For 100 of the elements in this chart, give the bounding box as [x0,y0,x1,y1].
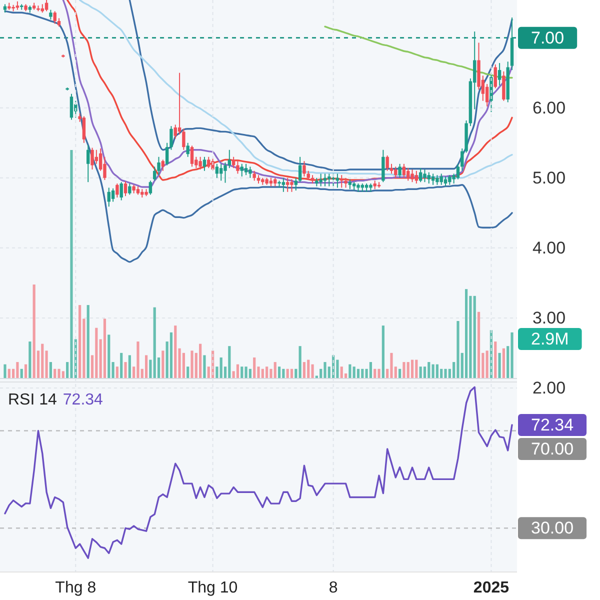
bar [20,368,23,378]
bar [348,364,352,378]
bar [120,352,123,378]
bar [477,312,480,378]
text: 2.9M [531,329,569,348]
bar [390,352,393,378]
bar [410,360,414,378]
bar [382,326,384,378]
candlestick [157,156,160,176]
candlestick [198,156,202,170]
text: RSI 14 [8,392,58,408]
candlestick [244,163,248,176]
candlestick [485,84,489,107]
bar [49,362,52,378]
bar [290,368,294,378]
y-tick-label: 6.00 [532,98,566,118]
x-tick-label: Thg 8 [55,580,96,596]
candlestick [44,0,48,12]
bar [440,368,443,378]
ref-line-label: 7.00 [530,28,564,48]
candlestick [332,173,335,187]
candlestick [70,93,74,120]
candlestick [224,162,227,184]
bar [494,342,497,378]
bar [144,355,148,378]
bar [266,366,268,378]
bar [502,348,505,378]
bar [4,364,6,378]
bar [369,362,372,378]
candlestick [240,163,244,177]
bar [162,350,164,378]
bar [261,368,264,378]
bar [170,332,173,378]
bar [510,332,514,378]
bar [190,350,194,378]
bar [86,305,90,378]
candlestick [103,156,106,180]
candlestick [215,163,219,178]
bar [244,366,248,378]
bar [32,284,36,378]
bar [253,357,256,378]
bar [374,368,376,378]
bar [406,362,410,378]
bar [274,362,276,378]
candlestick [290,178,294,192]
candlestick [116,182,119,198]
candlestick [394,166,398,178]
bar [58,368,60,378]
candlestick [386,154,389,172]
bar [128,355,131,378]
bar [240,366,244,378]
bar [340,366,343,378]
bar [298,346,302,378]
bar [203,355,206,378]
bar [116,366,118,378]
candlestick [402,163,406,178]
x-tick-label: 8 [328,580,338,596]
candlestick [90,147,94,170]
candlestick [348,178,352,190]
y-tick-label: 4.00 [532,238,566,258]
candlestick [190,145,194,168]
candlestick [219,163,223,182]
candlestick [390,163,394,174]
candlestick [170,126,173,150]
candlestick [232,156,236,169]
bar [361,368,364,378]
candlestick [302,160,306,177]
candlestick [182,128,186,150]
candlestick [174,124,177,140]
candlestick [107,187,110,208]
candlestick [202,156,206,172]
ref-line-label: 30.00 [530,518,574,538]
candlestick [282,177,286,192]
bar [248,368,252,378]
candlestick [286,177,290,192]
bar [398,368,402,378]
bar [294,368,298,378]
bar [182,352,185,378]
candlestick [186,142,190,158]
bar [149,360,152,378]
bar [498,352,501,378]
bar [486,350,488,378]
bar [174,326,177,378]
bar [456,321,460,378]
bar [356,368,360,378]
candlestick [440,173,443,186]
bar [236,364,240,378]
bar [95,328,98,378]
bar [124,362,127,378]
bar [307,360,310,378]
bar [464,289,468,378]
data-label: 72.34 [530,416,574,435]
candlestick [423,168,426,183]
candlestick [436,174,439,186]
candlestick [344,177,348,188]
y-tick-label: 5.00 [532,168,566,188]
bar [108,334,110,378]
candlestick [319,173,322,187]
candlestick [124,180,128,197]
x-tick-label: Thg 10 [188,580,238,596]
